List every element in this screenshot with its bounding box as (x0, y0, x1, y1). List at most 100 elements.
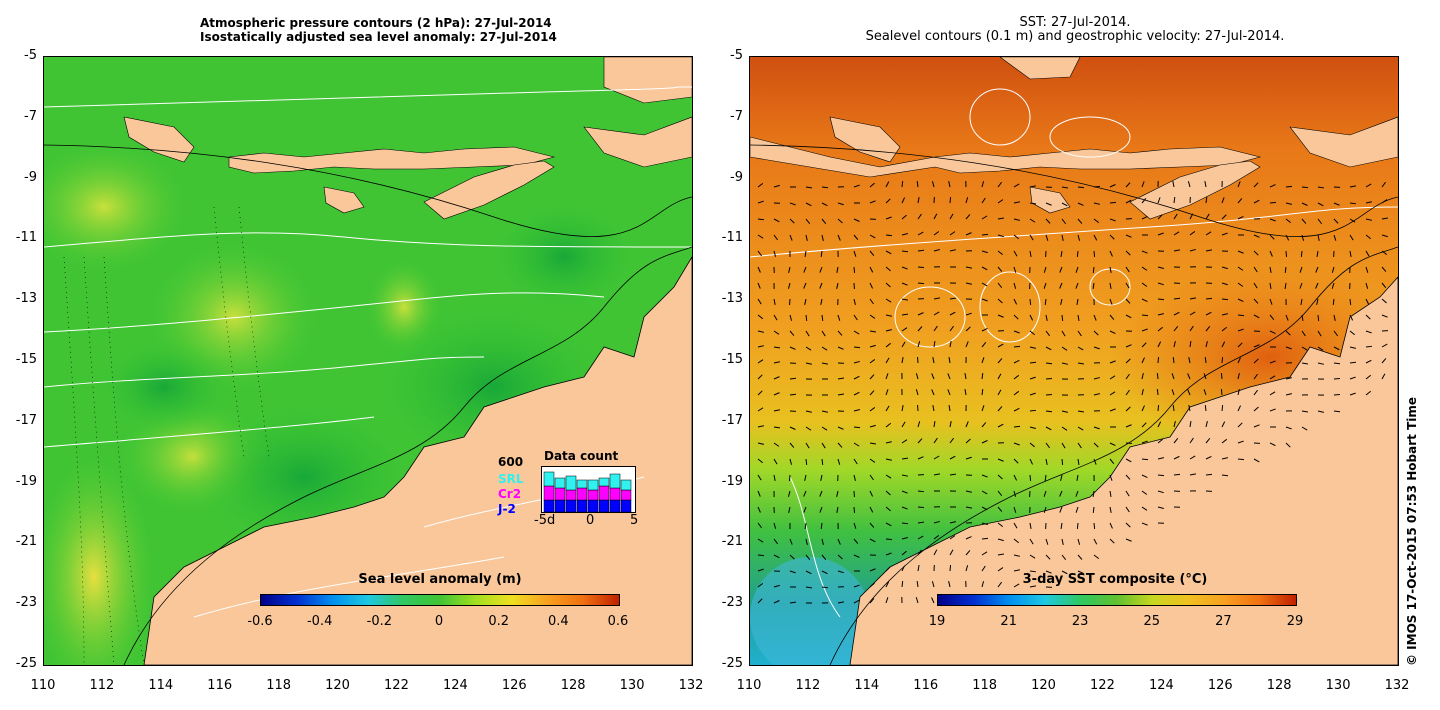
velocity-vector (1221, 232, 1228, 236)
x-tick-label: 120 (325, 678, 350, 693)
velocity-vector (885, 266, 891, 272)
velocity-vector (757, 330, 764, 333)
velocity-vector (1157, 404, 1160, 412)
velocity-vector (1315, 266, 1319, 273)
velocity-vector (1077, 186, 1085, 189)
velocity-vector (1317, 218, 1323, 225)
velocity-vector (773, 584, 780, 588)
velocity-vector (1365, 183, 1372, 188)
velocity-vector (932, 405, 935, 412)
velocity-vector (757, 474, 762, 481)
velocity-vector (1045, 218, 1051, 224)
velocity-vector (1157, 197, 1161, 204)
velocity-vector (1301, 346, 1308, 351)
velocity-vector (1075, 506, 1079, 513)
velocity-vector (1109, 474, 1113, 481)
velocity-vector (1285, 346, 1292, 350)
velocity-vector (1253, 373, 1258, 380)
velocity-vector (885, 490, 891, 496)
velocity-vector (773, 426, 781, 429)
velocity-vector (789, 570, 796, 574)
y-tick-label: -5 (24, 48, 37, 63)
velocity-vector (1013, 442, 1020, 446)
velocity-vector (1109, 330, 1116, 334)
velocity-vector (1141, 458, 1149, 461)
velocity-vector (901, 180, 904, 188)
colorbar-tick-label: 23 (1071, 614, 1089, 629)
velocity-vector (1029, 298, 1032, 306)
velocity-vector (1029, 570, 1037, 573)
velocity-vector (757, 407, 764, 412)
velocity-vector (1125, 266, 1130, 273)
y-tick-label: -13 (15, 291, 37, 307)
velocity-vector (949, 521, 956, 524)
velocity-vector (948, 404, 951, 412)
velocity-vector (1269, 250, 1273, 257)
velocity-vector (1077, 218, 1083, 224)
histogram-bar (554, 499, 566, 513)
velocity-vector (804, 522, 807, 530)
velocity-vector (773, 458, 778, 465)
velocity-vector (901, 457, 909, 460)
velocity-vector (1157, 438, 1164, 444)
velocity-vector (837, 234, 841, 241)
velocity-vector (1317, 234, 1320, 241)
velocity-vector (949, 311, 956, 316)
velocity-vector (1237, 389, 1240, 396)
velocity-vector (981, 197, 986, 204)
velocity-vector (1221, 457, 1228, 460)
velocity-vector (1221, 313, 1228, 316)
velocity-vector (1269, 391, 1276, 396)
velocity-vector (789, 218, 795, 224)
velocity-vector (1045, 538, 1049, 545)
velocity-vector (917, 341, 921, 348)
velocity-vector (1044, 474, 1047, 482)
velocity-vector (1157, 490, 1164, 494)
velocity-vector (1043, 282, 1047, 289)
velocity-vector (1061, 410, 1068, 413)
velocity-vector (757, 183, 764, 188)
velocity-vector (947, 389, 951, 396)
velocity-vector (837, 426, 844, 430)
x-tick-label: 132 (678, 678, 704, 693)
velocity-vector (1093, 250, 1096, 258)
velocity-vector (805, 586, 813, 589)
velocity-vector (1285, 377, 1292, 380)
velocity-vector (1141, 389, 1144, 396)
velocity-vector (853, 408, 860, 412)
velocity-vector (917, 266, 925, 269)
velocity-vector (981, 342, 987, 348)
velocity-vector (837, 442, 843, 448)
velocity-vector (1045, 202, 1052, 206)
velocity-vector (965, 536, 972, 540)
velocity-vector (821, 586, 829, 589)
velocity-vector (1237, 405, 1242, 412)
velocity-vector (1157, 326, 1163, 332)
velocity-vector (1204, 404, 1207, 412)
velocity-vector (1109, 375, 1116, 380)
y-tick-label: -21 (15, 534, 37, 550)
velocity-vector (1109, 266, 1112, 273)
velocity-vector (1013, 374, 1020, 380)
velocity-vector (1125, 424, 1132, 428)
velocity-vector (1173, 231, 1180, 236)
velocity-vector (821, 458, 824, 466)
velocity-vector (1077, 570, 1084, 574)
velocity-vector (901, 341, 906, 348)
velocity-vector (1013, 345, 1021, 348)
velocity-vector (1109, 391, 1116, 396)
colorbar-tick-label: 0 (434, 614, 444, 629)
velocity-vector (1045, 426, 1052, 431)
velocity-vector (1125, 538, 1132, 542)
colorbar-tick-label: 0.6 (607, 614, 629, 629)
velocity-vector (1221, 266, 1228, 270)
velocity-vector (933, 249, 940, 252)
velocity-vector (1059, 282, 1063, 289)
velocity-vector (1285, 202, 1292, 205)
y-tick-label: -25 (721, 656, 743, 671)
velocity-vector (965, 282, 972, 285)
velocity-vector (981, 388, 984, 396)
velocity-vector (981, 565, 986, 572)
velocity-vector (1077, 314, 1080, 322)
velocity-vector (1059, 490, 1063, 497)
